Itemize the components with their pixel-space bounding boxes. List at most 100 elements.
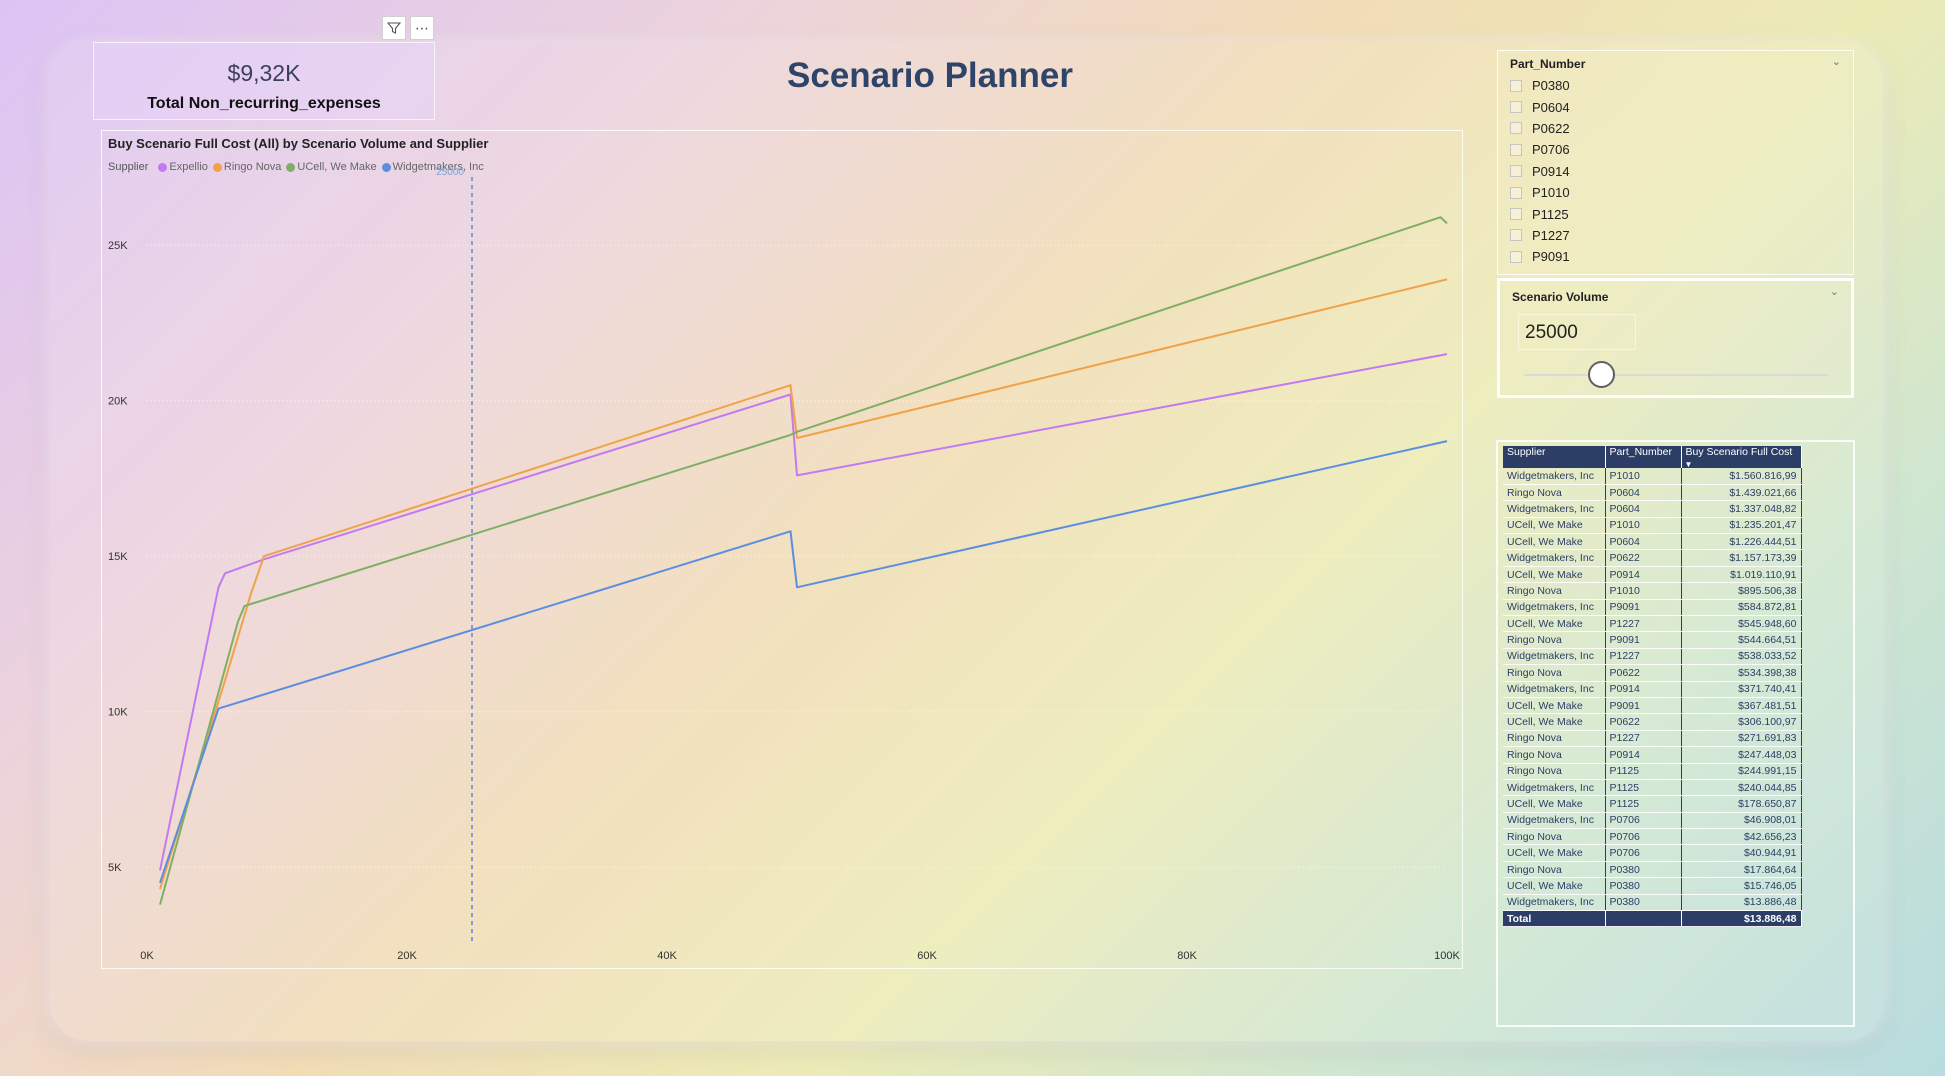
- checkbox[interactable]: [1510, 208, 1522, 221]
- cell-full-cost: $244.991,15: [1681, 763, 1802, 780]
- checkbox[interactable]: [1510, 186, 1522, 199]
- checkbox[interactable]: [1510, 229, 1522, 242]
- checkbox[interactable]: [1510, 101, 1522, 114]
- kpi-card[interactable]: $9,32K Total Non_recurring_expenses: [93, 42, 435, 120]
- scenario-volume-slicer[interactable]: Scenario Volume ⌄ 25000: [1497, 278, 1854, 398]
- checkbox[interactable]: [1510, 143, 1522, 156]
- table-row[interactable]: UCell, We Make P1010 $1.235.201,47: [1503, 517, 1802, 535]
- kpi-value: $9,32K: [227, 60, 301, 86]
- legend-dot-icon: [381, 162, 391, 172]
- chart-title: Buy Scenario Full Cost (All) by Scenario…: [108, 136, 489, 151]
- table-row[interactable]: Ringo Nova P1010 $895.506,38: [1503, 582, 1802, 600]
- slicer-item[interactable]: P0706: [1510, 139, 1570, 160]
- x-tick-label: 20K: [397, 950, 417, 962]
- cell-full-cost: $306.100,97: [1681, 713, 1802, 731]
- cell-part-number: P9091: [1605, 599, 1682, 617]
- slicer-item-label: P1010: [1532, 185, 1570, 201]
- table-row[interactable]: UCell, We Make P9091 $367.481,51: [1503, 697, 1802, 715]
- table-row[interactable]: UCell, We Make P1227 $545.948,60: [1503, 615, 1802, 633]
- slicer-item[interactable]: P9091: [1510, 246, 1570, 267]
- table-row[interactable]: Widgetmakers, Inc P1227 $538.033,52: [1503, 648, 1802, 666]
- slicer-item-label: P0622: [1532, 120, 1570, 136]
- table-row[interactable]: Widgetmakers, Inc P0914 $371.740,41: [1503, 681, 1802, 698]
- table-row[interactable]: Ringo Nova P0706 $42.656,23: [1503, 828, 1802, 846]
- checkbox[interactable]: [1510, 79, 1522, 92]
- chevron-down-icon[interactable]: ⌄: [1831, 56, 1841, 68]
- cell-part-number: P1125: [1605, 795, 1682, 813]
- cell-supplier: Ringo Nova: [1503, 828, 1606, 846]
- table-row[interactable]: Widgetmakers, Inc P0380 $13.886,48: [1503, 894, 1802, 912]
- y-tick-label: 25K: [108, 240, 128, 252]
- cell-supplier: Ringo Nova: [1503, 582, 1606, 600]
- volume-slider-track[interactable]: [1524, 374, 1828, 376]
- cell-full-cost: $240.044,85: [1681, 779, 1802, 797]
- series-line-ringo-nova: [159, 278, 1448, 890]
- table-row[interactable]: UCell, We Make P0380 $15.746,05: [1503, 877, 1802, 895]
- table-visual[interactable]: Supplier Part_Number Buy Scenario Full C…: [1496, 440, 1855, 1027]
- table-row[interactable]: Ringo Nova P0380 $17.864,64: [1503, 861, 1802, 879]
- y-tick-label: 20K: [108, 396, 128, 408]
- slicer-item[interactable]: P1125: [1510, 203, 1570, 224]
- cell-full-cost: $1.157.173,39: [1681, 549, 1802, 567]
- cell-supplier: Widgetmakers, Inc: [1503, 599, 1606, 617]
- table-row[interactable]: UCell, We Make P0914 $1.019.110,91: [1503, 566, 1802, 584]
- slicer-item[interactable]: P0914: [1510, 161, 1570, 182]
- part-slicer-list: P0380 P0604 P0622 P0706 P0914 P1010 P1125 P1227…: [1510, 75, 1570, 268]
- table-row[interactable]: Ringo Nova P0914 $247.448,03: [1503, 746, 1802, 764]
- cell-full-cost: $1.439.021,66: [1681, 484, 1802, 502]
- cell-supplier: Ringo Nova: [1503, 746, 1606, 764]
- checkbox[interactable]: [1510, 165, 1522, 178]
- part-number-slicer[interactable]: Part_Number ⌄ P0380 P0604 P0622 P0706 P0914 P…: [1497, 50, 1854, 275]
- table-row[interactable]: Widgetmakers, Inc P0622 $1.157.173,39: [1503, 549, 1802, 567]
- table-row[interactable]: Widgetmakers, Inc P9091 $584.872,81: [1503, 599, 1802, 617]
- slicer-item[interactable]: P1227: [1510, 225, 1570, 246]
- table-row[interactable]: UCell, We Make P0604 $1.226.444,51: [1503, 533, 1802, 551]
- y-tick-label: 5K: [108, 862, 122, 874]
- line-chart-visual[interactable]: Buy Scenario Full Cost (All) by Scenario…: [101, 130, 1463, 969]
- slicer-item[interactable]: P1010: [1510, 182, 1570, 203]
- table-row[interactable]: Widgetmakers, Inc P0604 $1.337.048,82: [1503, 500, 1802, 518]
- cell-supplier: Ringo Nova: [1503, 861, 1606, 879]
- filter-button[interactable]: [382, 16, 406, 40]
- series-line-ucell-we-make: [159, 216, 1448, 905]
- table-row[interactable]: Ringo Nova P1125 $244.991,15: [1503, 763, 1802, 780]
- table-row[interactable]: UCell, We Make P0706 $40.944,91: [1503, 844, 1802, 862]
- more-options-button[interactable]: ⋯: [410, 16, 434, 40]
- slicer-item[interactable]: P0604: [1510, 96, 1570, 117]
- cell-full-cost: $1.019.110,91: [1681, 566, 1802, 584]
- slicer-item[interactable]: P0380: [1510, 75, 1570, 96]
- table-row[interactable]: UCell, We Make P1125 $178.650,87: [1503, 795, 1802, 813]
- column-header-part-number[interactable]: Part_Number: [1605, 446, 1682, 468]
- chevron-down-icon[interactable]: ⌄: [1829, 286, 1839, 298]
- table-row[interactable]: Ringo Nova P0604 $1.439.021,66: [1503, 484, 1802, 502]
- table-row[interactable]: Ringo Nova P0622 $534.398,38: [1503, 664, 1802, 682]
- cell-supplier: UCell, We Make: [1503, 697, 1606, 715]
- volume-slicer-title: Scenario Volume: [1512, 290, 1609, 304]
- legend-item[interactable]: Widgetmakers, Inc: [380, 161, 484, 173]
- filter-icon: [387, 22, 401, 34]
- table-row[interactable]: Ringo Nova P9091 $544.664,51: [1503, 631, 1802, 649]
- table-row[interactable]: UCell, We Make P0622 $306.100,97: [1503, 713, 1802, 731]
- reference-line-label: 25000: [436, 167, 464, 178]
- volume-value-input[interactable]: 25000: [1518, 314, 1636, 350]
- y-tick-label: 10K: [108, 707, 128, 719]
- table-row[interactable]: Widgetmakers, Inc P0706 $46.908,01: [1503, 812, 1802, 830]
- column-header-supplier[interactable]: Supplier: [1503, 446, 1606, 468]
- legend-item[interactable]: Expellio: [156, 161, 208, 173]
- column-header-full-cost[interactable]: Buy Scenario Full Cost ▼: [1681, 446, 1802, 469]
- cell-supplier: Widgetmakers, Inc: [1503, 681, 1606, 698]
- table-row[interactable]: Widgetmakers, Inc P1010 $1.560.816,99: [1503, 468, 1802, 485]
- legend-item[interactable]: UCell, We Make: [284, 161, 377, 173]
- table-row[interactable]: Widgetmakers, Inc P1125 $240.044,85: [1503, 779, 1802, 797]
- cell-part-number: P1227: [1605, 648, 1682, 666]
- checkbox[interactable]: [1510, 250, 1522, 263]
- legend-dot-icon: [212, 162, 222, 172]
- volume-slider-thumb[interactable]: [1587, 361, 1615, 388]
- table-row[interactable]: Ringo Nova P1227 $271.691,83: [1503, 730, 1802, 748]
- checkbox[interactable]: [1510, 122, 1522, 135]
- cell-supplier: UCell, We Make: [1503, 844, 1606, 862]
- slicer-item-label: P0914: [1532, 163, 1570, 179]
- more-options-icon: ⋯: [415, 20, 429, 36]
- slicer-item[interactable]: P0622: [1510, 118, 1570, 139]
- legend-item[interactable]: Ringo Nova: [211, 161, 281, 173]
